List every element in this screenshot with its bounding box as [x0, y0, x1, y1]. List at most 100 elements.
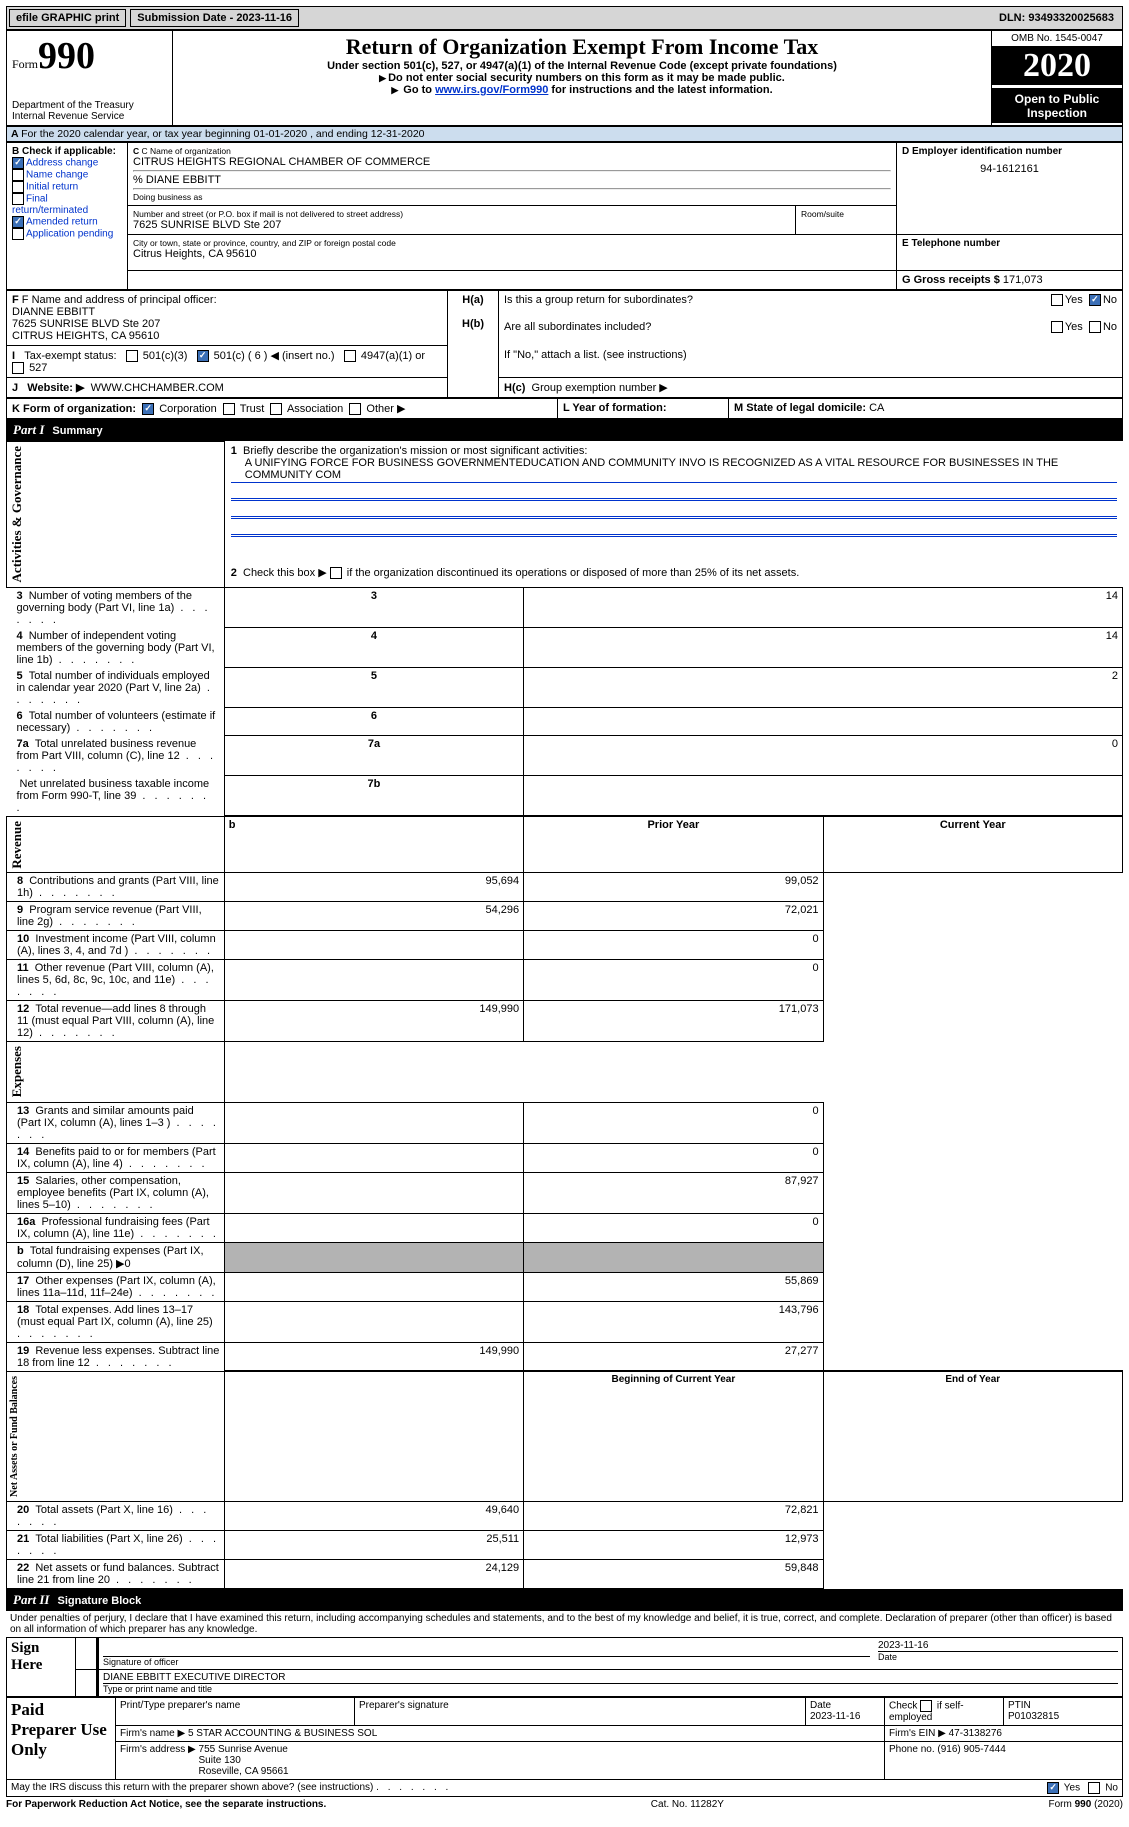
prep-name-label: Print/Type preparer's name — [116, 1697, 355, 1725]
officer-status-block: F F Name and address of principal office… — [6, 290, 1123, 398]
block-g-label: G Gross receipts $ — [902, 274, 1000, 286]
block-i-label: Tax-exempt status: — [24, 350, 116, 362]
form-note1: Do not enter social security numbers on … — [178, 72, 986, 84]
ha-text: Is this a group return for subordinates? — [504, 294, 693, 306]
ein-value: 94-1612161 — [902, 157, 1117, 181]
city-label: City or town, state or province, country… — [133, 238, 891, 248]
discuss-no[interactable] — [1088, 1782, 1100, 1794]
vlabel-gov: Activities & Governance — [7, 442, 27, 586]
block-j-label: Website: ▶ — [27, 382, 84, 394]
submission-date-button[interactable]: Submission Date - 2023-11-16 — [130, 9, 299, 27]
part1-bar: Part ISummary — [6, 419, 1123, 441]
ha-no[interactable] — [1089, 294, 1101, 306]
hb-no[interactable] — [1089, 321, 1101, 333]
block-m-label: M State of legal domicile: — [734, 402, 866, 414]
street-value: 7625 SUNRISE BLVD Ste 207 — [133, 219, 790, 231]
vlabel-rev: Revenue — [7, 817, 27, 873]
self-emp-check[interactable] — [920, 1700, 932, 1712]
officer-addr2: CITRUS HEIGHTS, CA 95610 — [12, 330, 442, 342]
omb-number: OMB No. 1545-0047 — [992, 31, 1122, 47]
hb-note: If "No," attach a list. (see instruction… — [499, 346, 1123, 378]
dept-label: Department of the Treasury Internal Reve… — [12, 100, 167, 122]
phone-label: Phone no. — [889, 1744, 935, 1755]
part2-bar: Part IISignature Block — [6, 1589, 1123, 1611]
block-k-label: K Form of organization: — [12, 403, 136, 415]
i-opt-0[interactable] — [126, 350, 138, 362]
tax-year: 2020 — [992, 47, 1122, 85]
block-b-item-5[interactable]: Application pending — [12, 228, 122, 240]
inspection-label: Open to Public Inspection — [992, 89, 1122, 123]
i-opt-2[interactable] — [344, 350, 356, 362]
efile-button[interactable]: efile GRAPHIC print — [9, 9, 126, 27]
block-b-item-2[interactable]: Initial return — [12, 181, 122, 193]
discuss-text: May the IRS discuss this return with the… — [11, 1782, 373, 1793]
check-self-employed: Check if self-employed — [885, 1697, 1004, 1725]
preparer-table: Paid Preparer Use Only Print/Type prepar… — [6, 1697, 1123, 1780]
org-name: CITRUS HEIGHTS REGIONAL CHAMBER OF COMME… — [133, 156, 891, 168]
firm-addr-label: Firm's address ▶ — [120, 1744, 196, 1755]
col-end: End of Year — [823, 1371, 1122, 1501]
i-opt-1[interactable] — [197, 350, 209, 362]
top-bar: efile GRAPHIC print Submission Date - 20… — [6, 6, 1123, 30]
block-b-item-0[interactable]: Address change — [12, 157, 122, 169]
prep-sig-label: Preparer's signature — [355, 1697, 806, 1725]
block-l-label: L Year of formation: — [563, 402, 667, 414]
type-label: Type or print name and title — [103, 1683, 1118, 1694]
signature-table: Sign Here Signature of officer 2023-11-1… — [6, 1637, 1123, 1697]
block-b-item-1[interactable]: Name change — [12, 169, 122, 181]
form-subtitle: Under section 501(c), 527, or 4947(a)(1)… — [178, 60, 986, 72]
block-d-label: D Employer identification number — [902, 146, 1117, 157]
k-other[interactable] — [349, 403, 361, 415]
discuss-yes[interactable] — [1047, 1782, 1059, 1794]
k-assoc[interactable] — [270, 403, 282, 415]
city-value: Citrus Heights, CA 95610 — [133, 248, 891, 260]
ha-yes[interactable] — [1051, 294, 1063, 306]
firm-addr: 755 Sunrise Avenue Suite 130 Roseville, … — [199, 1744, 289, 1777]
officer-name: DIANNE EBBITT — [12, 306, 442, 318]
paid-prep-label: Paid Preparer Use Only — [7, 1697, 116, 1779]
col-prior: Prior Year — [524, 816, 823, 873]
q2-text: Check this box ▶ if the organization dis… — [243, 567, 799, 579]
form-header: Form990 Department of the Treasury Inter… — [6, 30, 1123, 126]
k-corp[interactable] — [142, 403, 154, 415]
page-footer: For Paperwork Reduction Act Notice, see … — [6, 1797, 1123, 1810]
block-b-item-4[interactable]: Amended return — [12, 216, 122, 228]
k-trust[interactable] — [223, 403, 235, 415]
block-f-label: F Name and address of principal officer: — [22, 294, 217, 306]
dba-label: Doing business as — [133, 192, 891, 202]
care-of: % DIANE EBBITT — [133, 174, 891, 186]
block-b-title: B Check if applicable: — [12, 146, 122, 157]
q1-label: Briefly describe the organization's miss… — [243, 445, 587, 457]
website-value: WWW.CHCHAMBER.COM — [91, 382, 224, 394]
entity-info: B Check if applicable: Address changeNam… — [6, 142, 1123, 290]
col-curr: Current Year — [823, 816, 1122, 873]
q1-answer: A UNIFYING FORCE FOR BUSINESS GOVERNMENT… — [231, 457, 1117, 481]
i-opt-3[interactable] — [12, 362, 24, 374]
footer-left: For Paperwork Reduction Act Notice, see … — [6, 1799, 326, 1810]
form-note2: Go to www.irs.gov/Form990 for instructio… — [178, 84, 986, 96]
domicile-value: CA — [869, 402, 884, 414]
street-label: Number and street (or P.O. box if mail i… — [133, 209, 790, 219]
firm-ein: 47-3138276 — [949, 1728, 1002, 1739]
block-e-label: E Telephone number — [902, 238, 1117, 249]
vlabel-exp: Expenses — [7, 1042, 27, 1101]
footer-right: Form 990 (2020) — [1049, 1799, 1123, 1810]
sig-officer-label: Signature of officer — [103, 1656, 870, 1667]
block-b-item-3[interactable]: Final return/terminated — [12, 193, 122, 216]
firm-ein-label: Firm's EIN ▶ — [889, 1728, 946, 1739]
form-title: Return of Organization Exempt From Incom… — [178, 34, 986, 60]
irs-link[interactable]: www.irs.gov/Form990 — [435, 84, 548, 96]
gross-receipts: 171,073 — [1003, 274, 1043, 286]
q2-check[interactable] — [330, 567, 342, 579]
firm-name: 5 STAR ACCOUNTING & BUSINESS SOL — [188, 1728, 377, 1739]
form-number: 990 — [38, 35, 95, 77]
officer-typed-name: DIANE EBBITT EXECUTIVE DIRECTOR — [103, 1672, 1118, 1683]
hb-text: Are all subordinates included? — [504, 321, 651, 333]
dln-label: DLN: 93493320025683 — [999, 12, 1120, 24]
firm-name-label: Firm's name ▶ — [120, 1728, 185, 1739]
vlabel-net: Net Assets or Fund Balances — [7, 1372, 22, 1501]
hb-yes[interactable] — [1051, 321, 1063, 333]
sign-here-label: Sign Here — [7, 1637, 76, 1696]
col-begin: Beginning of Current Year — [524, 1371, 823, 1501]
hc-text: Group exemption number ▶ — [532, 382, 668, 394]
